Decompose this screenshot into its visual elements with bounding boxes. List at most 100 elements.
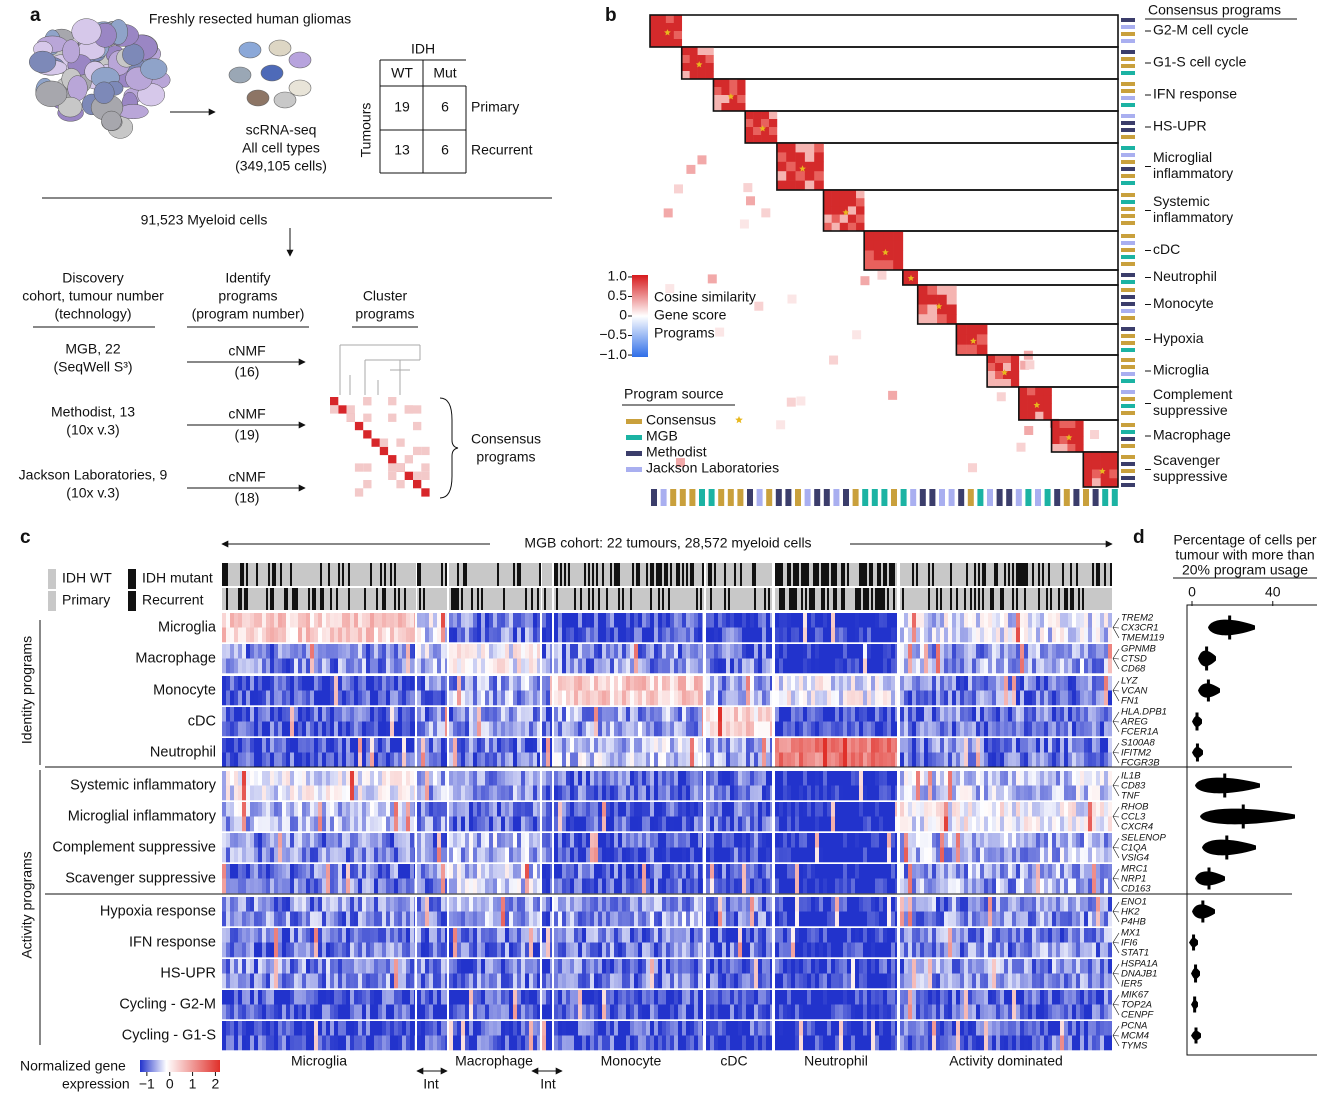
expression-cell	[501, 644, 505, 659]
expression-cell	[566, 771, 570, 786]
expression-cell	[302, 644, 306, 659]
expression-cell	[964, 690, 968, 706]
expression-cell	[250, 802, 254, 817]
annotation-bar	[656, 563, 658, 586]
expression-cell	[501, 658, 505, 674]
source-bar	[1102, 489, 1109, 506]
expression-cell	[662, 802, 666, 817]
expression-cell	[843, 690, 847, 706]
annotation-bar	[588, 588, 590, 610]
expression-cell	[718, 771, 722, 786]
expression-cell	[598, 816, 602, 832]
expression-cell	[694, 752, 698, 768]
expression-cell	[234, 676, 238, 691]
annotation-bar	[660, 588, 662, 610]
expression-cell	[602, 644, 606, 659]
expression-cell	[630, 752, 634, 768]
annotation-bar	[513, 588, 515, 610]
consensus-cell	[388, 455, 397, 464]
expression-cell	[606, 833, 610, 848]
expression-cell	[964, 771, 968, 786]
source-bar	[871, 489, 878, 506]
expression-cell	[766, 771, 770, 786]
expression-cell	[262, 802, 266, 817]
similarity-cell	[1018, 395, 1028, 404]
expression-cell	[770, 707, 772, 722]
expression-cell	[590, 833, 594, 848]
annotation-bar	[654, 563, 656, 586]
expression-cell	[783, 847, 787, 863]
gene-label: AREG	[1120, 717, 1148, 728]
expression-cell	[485, 816, 489, 832]
expression-cell	[354, 613, 358, 628]
expression-cell	[457, 690, 461, 706]
expression-cell	[394, 847, 398, 863]
expression-cell	[234, 627, 238, 643]
expression-cell	[234, 833, 238, 848]
expression-cell	[762, 771, 766, 786]
expression-cell	[758, 847, 762, 863]
source-bar	[929, 489, 936, 506]
expression-cell	[1004, 738, 1008, 753]
annotation-bar	[702, 588, 704, 610]
annotation-bar	[879, 588, 881, 610]
expression-cell	[558, 721, 562, 737]
expression-cell	[286, 847, 290, 863]
consensus-cell	[338, 405, 347, 414]
label: (349,105 cells)	[235, 158, 327, 174]
expression-cell	[1104, 752, 1108, 768]
expression-cell	[574, 613, 578, 628]
expression-cell	[750, 707, 754, 722]
expression-cell	[398, 690, 402, 706]
expression-cell	[863, 676, 867, 691]
annotation-bar	[807, 588, 809, 610]
expression-cell	[366, 676, 370, 691]
expression-cell	[952, 627, 956, 643]
expression-cell	[390, 676, 394, 691]
expression-cell	[618, 627, 622, 643]
similarity-cell	[745, 111, 754, 120]
expression-cell	[477, 833, 481, 848]
expression-cell	[497, 738, 501, 753]
expression-cell	[433, 658, 437, 674]
expression-cell	[831, 847, 835, 863]
expression-cell	[274, 816, 278, 832]
expression-cell	[1048, 644, 1052, 659]
expression-cell	[638, 690, 642, 706]
expression-cell	[598, 833, 602, 848]
expression-cell	[883, 752, 887, 768]
expression-cell	[513, 613, 517, 628]
annotation-bar	[527, 563, 529, 586]
expression-cell	[871, 816, 875, 832]
similarity-cell	[729, 87, 738, 96]
expression-cell	[867, 613, 871, 628]
expression-cell	[1100, 676, 1104, 691]
expression-cell	[382, 721, 386, 737]
annotation-bar	[853, 563, 855, 586]
expression-cell	[662, 847, 666, 863]
expression-cell	[290, 644, 294, 659]
expression-cell	[634, 707, 638, 722]
expression-cell	[916, 721, 920, 737]
expression-cell	[1000, 738, 1004, 753]
expression-cell	[984, 785, 988, 801]
expression-cell	[960, 644, 964, 659]
annotation-bar	[766, 563, 768, 586]
expression-cell	[258, 690, 262, 706]
annotation-bar	[785, 588, 787, 610]
annotation-bar	[662, 588, 664, 610]
source-bar	[1121, 57, 1135, 61]
expression-cell	[807, 676, 811, 691]
expression-cell	[394, 707, 398, 722]
expression-cell	[554, 627, 558, 643]
annotation-bar	[558, 588, 560, 610]
annotation-bar	[730, 563, 732, 586]
expression-cell	[734, 752, 738, 768]
expression-cell	[670, 613, 674, 628]
source-bar	[1121, 455, 1135, 459]
expression-cell	[992, 707, 996, 722]
source-bar	[670, 489, 677, 506]
expression-cell	[222, 785, 226, 801]
expression-cell	[1108, 785, 1112, 801]
annotation-bar	[762, 563, 764, 586]
